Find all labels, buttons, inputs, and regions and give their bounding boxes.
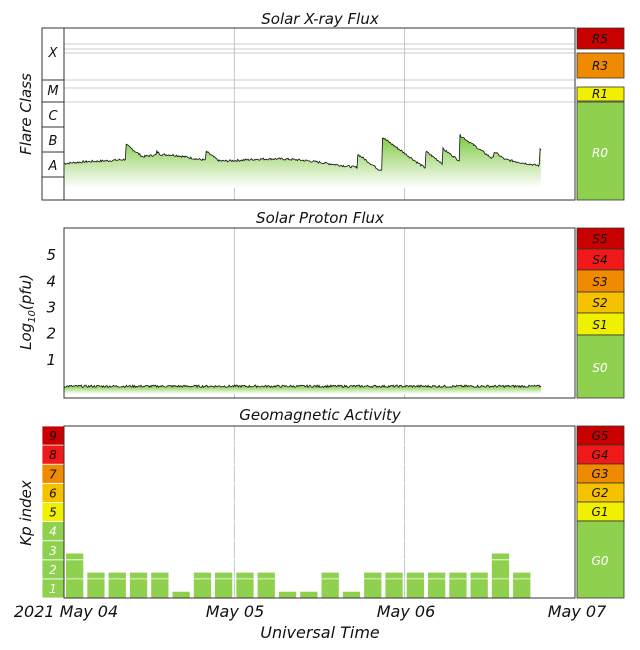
scale-r5-label: R5 — [592, 32, 608, 46]
kp-level-label: 2 — [49, 563, 57, 577]
radio-blackout-scale: R5 R3 R1 R0 — [576, 27, 625, 201]
scale-r0 — [576, 101, 625, 201]
proton-flux-area — [64, 385, 541, 394]
proton-y-tick-label: 4 — [46, 272, 56, 290]
proton-ylabel: Log10(pfu) — [17, 274, 38, 350]
kp-bar — [193, 572, 212, 598]
kp-level-label: 7 — [49, 467, 57, 481]
kp-bar — [66, 553, 84, 598]
kp-title: Geomagnetic Activity — [239, 406, 402, 424]
proton-y-tick-label: 5 — [46, 246, 56, 264]
kp-level-label: 4 — [49, 525, 57, 539]
x-tick-label-may05: May 05 — [206, 602, 265, 621]
x-tick-label-may07: May 07 — [548, 602, 607, 621]
proton-y-tick-label: 1 — [46, 351, 56, 369]
kp-bar — [236, 572, 254, 598]
scale-g3-label: G3 — [592, 467, 609, 481]
scale-r5 — [576, 27, 625, 50]
scale-g4-label: G4 — [592, 448, 609, 462]
proton-frame — [63, 227, 576, 399]
class-label-c: C — [48, 109, 58, 124]
kp-bar — [300, 591, 318, 598]
proton-title: Solar Proton Flux — [256, 209, 384, 227]
kp-bar — [172, 591, 190, 598]
proton-y-tick-label: 3 — [46, 299, 56, 317]
kp-bar — [385, 572, 403, 598]
scale-r1-label: R1 — [592, 87, 608, 101]
kp-level-label: 3 — [49, 544, 57, 558]
kp-bar — [491, 553, 510, 598]
x-tick-label-may04: 2021 May 04 — [14, 602, 118, 621]
proton-panel: Solar Proton Flux Log10(pfu) 1 2 3 4 5 S5 S4… — [17, 209, 625, 399]
scale-g5-label: G5 — [592, 429, 609, 443]
kp-bar — [278, 591, 297, 598]
kp-day-gridlines — [233, 426, 406, 598]
kp-bar — [428, 572, 446, 598]
proton-day-gridlines — [233, 228, 406, 398]
scale-s1-label: S1 — [592, 318, 607, 332]
proton-y-ticks: 1 2 3 4 5 — [46, 246, 56, 369]
kp-level-label: 9 — [49, 429, 57, 443]
kp-plot-area — [64, 426, 575, 598]
kp-bar — [406, 572, 424, 598]
kp-level-label: 8 — [49, 448, 57, 462]
class-label-b: B — [49, 134, 58, 149]
kp-bar — [470, 572, 488, 598]
scale-g0 — [576, 520, 625, 599]
kp-bar — [364, 572, 382, 598]
kp-bar — [151, 572, 169, 598]
proton-flux-line — [63, 384, 542, 389]
scale-g2-label: G2 — [592, 486, 609, 500]
scale-g1-label: G1 — [592, 505, 609, 519]
scale-r1 — [576, 86, 625, 102]
scale-s3-label: S3 — [592, 275, 607, 289]
scale-g0-label: G0 — [592, 554, 609, 568]
class-label-m: M — [47, 84, 58, 99]
xray-panel: Solar X-ray Flux Flare Class X M C B A — [17, 10, 625, 201]
kp-level-label: 6 — [49, 486, 57, 500]
kp-bar — [108, 572, 126, 598]
proton-y-tick-label: 2 — [46, 325, 56, 343]
xray-class-column: X M C B A — [41, 27, 65, 201]
x-axis-title: Universal Time — [260, 623, 380, 642]
class-label-a: A — [48, 159, 58, 174]
xray-threshold-lines — [64, 43, 575, 103]
scale-r0-label: R0 — [592, 146, 608, 160]
kp-bar — [129, 572, 148, 598]
kp-bars — [64, 444, 575, 598]
xray-flux-area — [64, 134, 541, 188]
scale-s2-label: S2 — [592, 296, 607, 310]
kp-bar — [449, 572, 467, 598]
scale-s0-label: S0 — [592, 361, 608, 375]
kp-bar — [215, 572, 233, 598]
kp-panel: Geomagnetic Activity Kp index 123456789 … — [17, 406, 625, 599]
kp-bar — [321, 572, 339, 598]
kp-bar — [257, 572, 275, 598]
scale-s0 — [576, 334, 625, 399]
kp-bar — [513, 572, 531, 598]
xray-ylabel: Flare Class — [17, 73, 35, 155]
time-axis: 2021 May 04 May 05 May 06 May 07 Univers… — [14, 602, 607, 642]
kp-bar — [87, 572, 105, 598]
radiation-storm-scale: S5 S4 S3 S2 S1 S0 — [576, 227, 625, 399]
xray-title: Solar X-ray Flux — [261, 10, 379, 28]
kp-frame — [63, 425, 576, 599]
scale-s5-label: S5 — [592, 232, 607, 246]
kp-level-label: 1 — [49, 582, 57, 596]
x-tick-label-may06: May 06 — [377, 602, 436, 621]
class-label-x: X — [48, 46, 59, 61]
scale-r3-label: R3 — [592, 59, 608, 73]
xray-flux-line — [63, 133, 542, 171]
kp-level-column: 1 2 3 4 5 6 7 8 9 — [41, 425, 65, 599]
proton-plot-area — [64, 228, 575, 398]
kp-ylabel: Kp index — [17, 480, 35, 546]
geomagnetic-storm-scale: G5 G4 G3 G2 G1 G0 — [576, 425, 625, 599]
kp-bar — [342, 591, 361, 598]
scale-s4-label: S4 — [592, 253, 607, 267]
kp-level-label: 5 — [49, 506, 57, 520]
scale-r3 — [576, 52, 625, 79]
xray-frame — [63, 27, 576, 201]
